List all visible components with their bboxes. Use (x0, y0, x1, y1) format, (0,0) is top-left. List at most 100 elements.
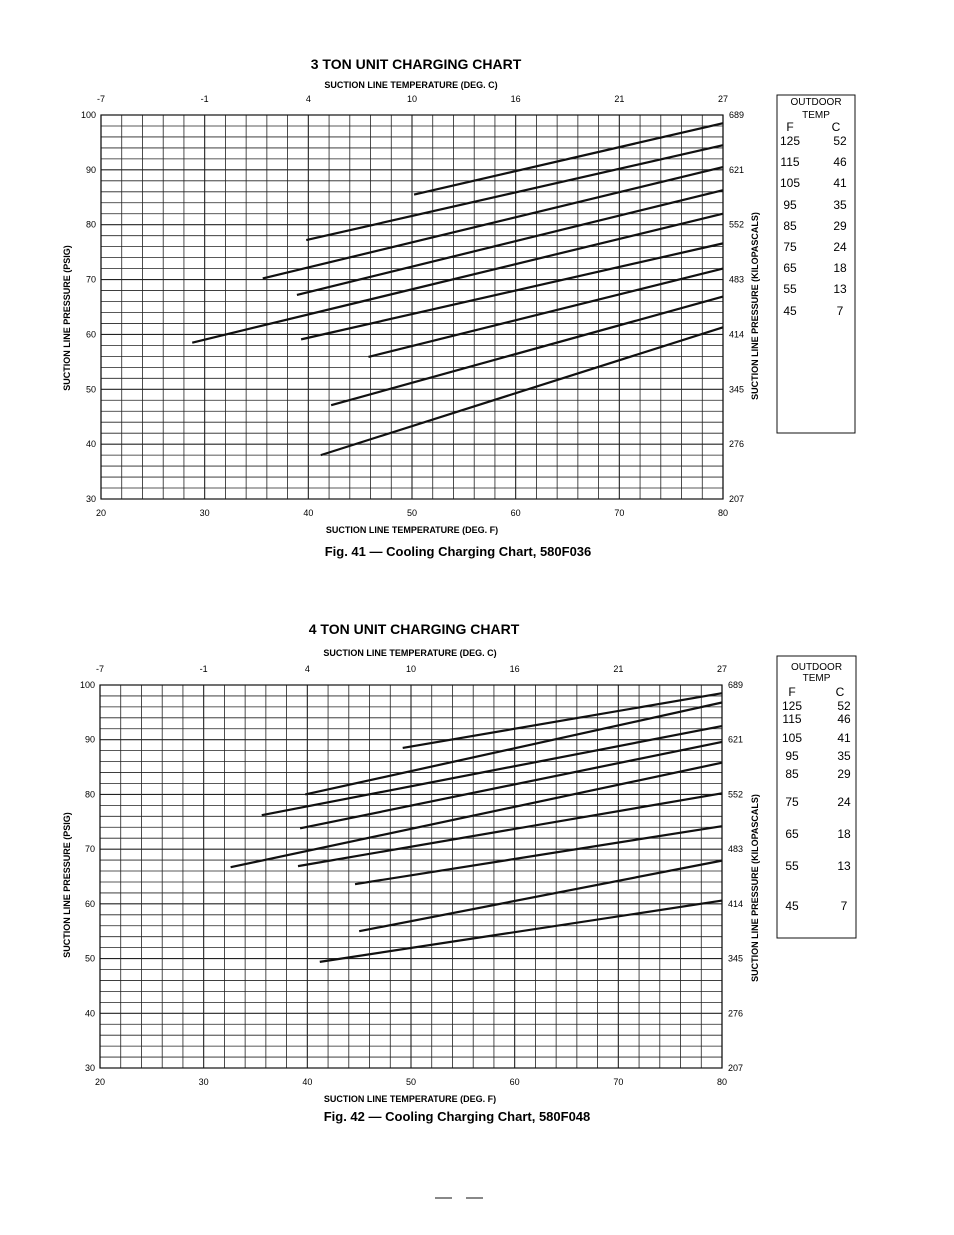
chart1-plot: 20 30 40 50 60 70 80-7 -1 4 10 16 21 273040506070809… (81, 94, 744, 518)
chart2-legend-f-value: 55 (785, 859, 799, 873)
chart1-series-line (300, 242, 724, 341)
chart2-series-line (230, 761, 723, 869)
chart1-legend-f-value: 105 (780, 176, 800, 190)
chart1-x-tick-label: 30 (200, 508, 210, 518)
chart2-plot: 20 30 40 50 60 70 80-7 -1 4 10 16 21 273040506070809… (80, 664, 743, 1087)
chart2-x-tick-label: 60 (510, 1077, 520, 1087)
chart1-legend-c-value: 24 (833, 240, 847, 254)
chart1-y2-tick-label: 207 (729, 494, 744, 504)
chart1-y2-tick-label: 345 (729, 384, 744, 394)
chart1-y-label: SUCTION LINE PRESSURE (PSIG) (62, 245, 72, 391)
chart2-frame (99, 684, 723, 1069)
chart1-y2-tick-label: 689 (729, 110, 744, 120)
chart1-series-line (330, 295, 724, 407)
chart1-series-line (320, 326, 724, 457)
chart2-legend-f-value: 45 (785, 899, 799, 913)
chart1-y2-tick-label: 414 (729, 329, 744, 339)
chart2-legend-f-value: 85 (785, 767, 799, 781)
chart2-series-line (402, 692, 723, 750)
chart2-x2-tick-label: 4 (305, 664, 310, 674)
chart2-y2-tick-label: 689 (728, 680, 743, 690)
chart1-y-tick-label: 40 (86, 439, 96, 449)
chart2-y2-tick-label: 276 (728, 1008, 743, 1018)
chart1-legend-header-c: C (832, 120, 841, 134)
chart1-legend-f-value: 55 (783, 282, 797, 296)
chart1-legend-c-value: 13 (833, 282, 847, 296)
chart1-series-line (413, 122, 724, 196)
chart1-y2-label: SUCTION LINE PRESSURE (KILOPASCALS) (750, 212, 760, 400)
chart2-legend-c-value: 41 (837, 731, 851, 745)
chart1-title: 3 TON UNIT CHARGING CHART (311, 56, 522, 72)
chart2-legend-c-value: 46 (837, 712, 851, 726)
chart1-legend-c-value: 7 (837, 304, 844, 318)
chart1-legend: OUTDOOR TEMP F C 125 52 115 46 105 41 95 35 85 29 75 24… (776, 94, 856, 434)
chart1-frame (100, 114, 724, 500)
chart1-y-tick-label: 30 (86, 494, 96, 504)
chart1-legend-f-value: 85 (783, 219, 797, 233)
chart1-x-tick-label: 20 (96, 508, 106, 518)
chart2-y-tick-label: 60 (85, 899, 95, 909)
chart2-y2-tick-label: 207 (728, 1063, 743, 1073)
chart1-legend-c-value: 18 (833, 261, 847, 275)
chart-layer: 20 30 40 50 60 70 80-7 -1 4 10 16 21 273040506070809… (80, 94, 857, 1087)
chart1-x2-tick-label: -1 (201, 94, 209, 104)
chart2-x2-tick-label: 10 (406, 664, 416, 674)
chart2-y-tick-label: 30 (85, 1063, 95, 1073)
chart1-legend-f-value: 115 (780, 155, 799, 169)
chart2-y-label: SUCTION LINE PRESSURE (PSIG) (62, 812, 72, 958)
chart2-y-tick-label: 70 (85, 844, 95, 854)
chart2-legend-c-value: 13 (837, 859, 851, 873)
chart2-x-tick-label: 70 (613, 1077, 623, 1087)
chart2-x2-label: SUCTION LINE TEMPERATURE (DEG. C) (323, 648, 496, 658)
chart2-caption: Fig. 42 — Cooling Charging Chart, 580F04… (324, 1109, 591, 1124)
chart2-legend-c-value: 35 (837, 749, 851, 763)
chart2-y-tick-label: 100 (80, 680, 95, 690)
chart2-x-tick-label: 20 (95, 1077, 105, 1087)
chart1-x2-tick-label: 10 (407, 94, 417, 104)
chart1-y-tick-label: 70 (86, 275, 96, 285)
chart1-x-tick-label: 60 (511, 508, 521, 518)
chart2-y2-tick-label: 345 (728, 954, 743, 964)
chart1-x-tick-label: 40 (303, 508, 313, 518)
chart2-x2-tick-label: 21 (613, 664, 623, 674)
chart2-legend-c-value: 52 (837, 699, 851, 713)
chart1-legend-title: TEMP (802, 110, 830, 121)
chart2-x-tick-label: 30 (199, 1077, 209, 1087)
chart1-legend-title: OUTDOOR (790, 97, 841, 108)
chart2-grid (99, 684, 723, 1069)
chart1-series-line (191, 212, 724, 344)
chart2-legend-c-value: 29 (837, 767, 851, 781)
chart1-y2-tick-label: 483 (729, 275, 744, 285)
chart1-legend-c-value: 41 (833, 176, 847, 190)
chart1-x2-tick-label: 21 (614, 94, 624, 104)
chart2-title: 4 TON UNIT CHARGING CHART (309, 621, 520, 637)
chart2-legend-f-value: 125 (782, 699, 802, 713)
chart1-x-tick-label: 50 (407, 508, 417, 518)
chart1-legend-header-f: F (786, 120, 793, 134)
chart1-x2-tick-label: -7 (97, 94, 105, 104)
chart2-legend-title: TEMP (803, 673, 831, 684)
chart1-legend-f-value: 45 (783, 304, 797, 318)
chart2-y2-tick-label: 621 (728, 735, 743, 745)
chart1-y2-tick-label: 276 (729, 439, 744, 449)
chart1-legend-c-value: 35 (833, 198, 847, 212)
chart1-grid (100, 114, 724, 500)
chart1-series-line (262, 166, 724, 280)
chart2-x2-tick-label: -1 (200, 664, 208, 674)
chart1-y-tick-label: 90 (86, 165, 96, 175)
chart1-series-line (296, 189, 724, 296)
chart1-series-line (306, 144, 724, 242)
chart1-x-label: SUCTION LINE TEMPERATURE (DEG. F) (326, 525, 498, 535)
chart2-legend-box (776, 655, 857, 939)
chart2-legend-f-value: 75 (785, 795, 799, 809)
chart2-y-tick-label: 40 (85, 1008, 95, 1018)
chart1-legend-c-value: 46 (833, 155, 847, 169)
chart2-x-tick-label: 50 (406, 1077, 416, 1087)
chart2-series-line (297, 792, 723, 868)
chart1-caption: Fig. 41 — Cooling Charging Chart, 580F03… (325, 544, 592, 559)
chart2-legend-title: OUTDOOR (791, 662, 842, 673)
chart1-y2-tick-label: 552 (729, 220, 744, 230)
chart1-y-tick-label: 50 (86, 384, 96, 394)
